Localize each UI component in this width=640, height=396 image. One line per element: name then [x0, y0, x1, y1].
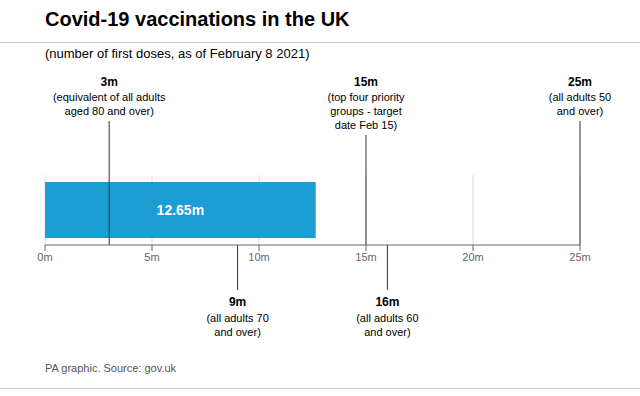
svg-text:0m: 0m: [37, 251, 52, 263]
svg-text:3m: 3m: [101, 75, 118, 89]
html-text:(number of first doses, as of: (number of first doses, as of February 8…: [45, 46, 310, 61]
svg-text:and over): and over): [557, 105, 603, 117]
svg-text:25m: 25m: [568, 75, 592, 89]
svg-text:and over): and over): [214, 326, 260, 338]
svg-text:9m: 9m: [229, 295, 246, 309]
svg-text:(equivalent of all adults: (equivalent of all adults: [53, 91, 166, 103]
svg-text:10m: 10m: [248, 251, 269, 263]
svg-text:(all adults 70: (all adults 70: [206, 312, 268, 324]
svg-text:5m: 5m: [144, 251, 159, 263]
svg-text:(all adults 50: (all adults 50: [549, 91, 611, 103]
svg-text:(top four priority: (top four priority: [327, 91, 405, 103]
html-text:PA graphic. Source: gov.uk: PA graphic. Source: gov.uk: [45, 362, 177, 374]
svg-text:date Feb 15): date Feb 15): [335, 119, 397, 131]
svg-text:12.65m: 12.65m: [157, 202, 204, 218]
svg-text:16m: 16m: [375, 295, 399, 309]
svg-text:25m: 25m: [569, 251, 590, 263]
svg-text:groups - target: groups - target: [330, 105, 402, 117]
svg-text:15m: 15m: [355, 251, 376, 263]
html-text:Covid-19 vaccinations in the U: Covid-19 vaccinations in the UK: [45, 8, 350, 30]
svg-text:aged 80 and over): aged 80 and over): [65, 105, 154, 117]
svg-text:15m: 15m: [354, 75, 378, 89]
svg-text:20m: 20m: [462, 251, 483, 263]
svg-text:(all adults 60: (all adults 60: [356, 312, 418, 324]
svg-text:and over): and over): [364, 326, 410, 338]
